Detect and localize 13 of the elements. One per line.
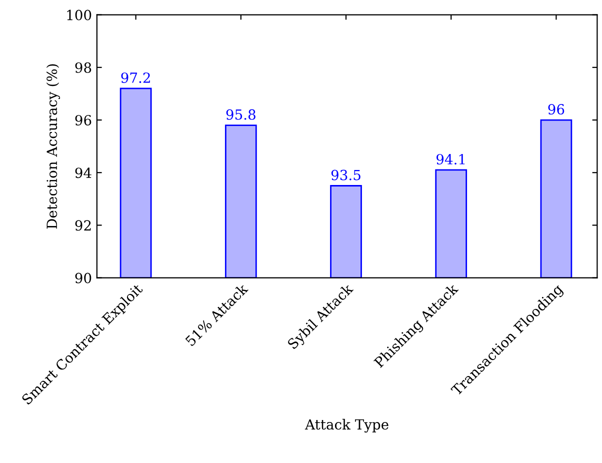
data-label: 93.5 — [331, 170, 360, 180]
data-label: 97.2 — [121, 72, 150, 83]
y-tick-label: 90 — [75, 272, 92, 284]
y-tick-label: 100 — [67, 10, 92, 20]
data-label: 96 — [548, 104, 564, 115]
x-axis-title: Attack Type — [304, 418, 388, 433]
y-tick-label: 96 — [75, 114, 92, 126]
y-axis-title: Detection Accuracy (%) — [46, 64, 60, 229]
y-tick-label: 92 — [75, 220, 91, 231]
data-label: 94.1 — [436, 154, 465, 165]
data-label: 95.8 — [226, 109, 256, 120]
y-tick-label: 98 — [75, 62, 92, 73]
y-tick-label: 94 — [75, 168, 92, 178]
